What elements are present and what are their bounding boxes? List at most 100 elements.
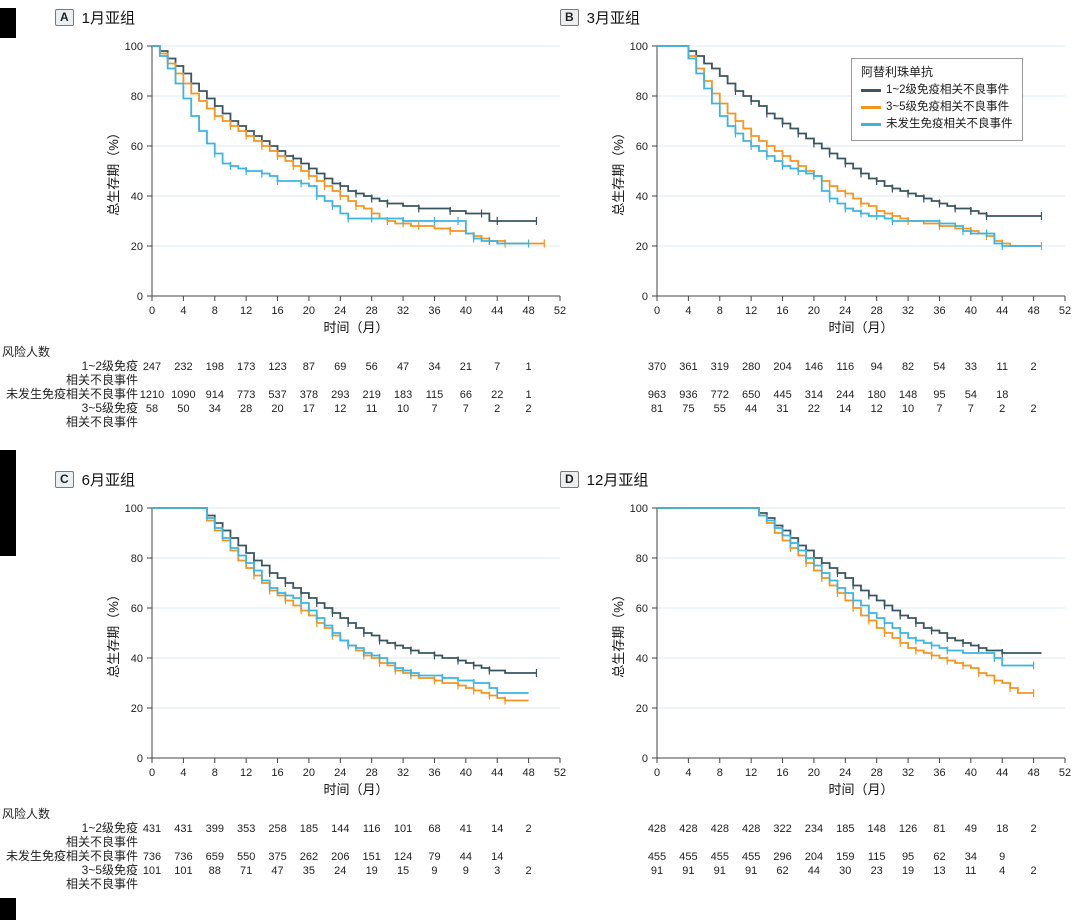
risk-number: 280 (742, 361, 760, 373)
survival-curve (152, 45, 529, 245)
y-tick-label: 40 (131, 653, 143, 665)
y-tick-label: 80 (131, 91, 143, 103)
x-axis-label: 时间（月） (323, 320, 388, 335)
risk-number: 15 (397, 865, 409, 877)
y-axis-label: 总生存期（%） (106, 588, 121, 678)
scan-artifact (0, 898, 16, 920)
risk-number: 12 (334, 403, 346, 415)
risk-number: 58 (146, 403, 158, 415)
x-tick-label: 12 (745, 767, 757, 779)
survival-plot: 0 4 8 12 16 20 24 28 32 36 40 44 48 52020406080100时间（… (611, 41, 1071, 335)
x-tick-label: 4 (180, 305, 186, 317)
risk-number: 10 (397, 403, 409, 415)
risk-number: 736 (143, 851, 161, 863)
risk-number: 146 (805, 361, 823, 373)
x-tick-label: 32 (397, 305, 409, 317)
risk-number: 772 (711, 389, 729, 401)
risk-number: 49 (965, 823, 977, 835)
x-tick-label: 48 (1027, 767, 1039, 779)
risk-number: 185 (300, 823, 318, 835)
x-tick-label: 8 (212, 767, 218, 779)
risk-number: 11 (997, 361, 1008, 373)
risk-number: 95 (933, 389, 945, 401)
risk-number: 12 (871, 403, 883, 415)
y-tick-label: 60 (131, 603, 143, 615)
risk-number: 3 (494, 865, 500, 877)
risk-number: 9 (999, 851, 1005, 863)
x-tick-label: 0 (149, 305, 155, 317)
x-axis-label: 时间（月） (828, 320, 893, 335)
risk-number: 14 (839, 403, 851, 415)
risk-number: 378 (300, 389, 318, 401)
risk-number: 650 (742, 389, 760, 401)
risk-number: 62 (933, 851, 945, 863)
risk-number: 62 (776, 865, 788, 877)
km-panel-d: D 12月亚组 0 4 8 12 16 20 24 28 32 36 40 44 48 52 0 20 40 60… (505, 468, 1080, 900)
y-tick-label: 20 (636, 703, 648, 715)
risk-number: 33 (965, 361, 977, 373)
risk-number: 50 (177, 403, 189, 415)
risk-number: 44 (745, 403, 757, 415)
risk-number: 116 (363, 823, 381, 835)
risk-number: 736 (174, 851, 192, 863)
risk-number: 428 (648, 823, 666, 835)
risk-number: 22 (808, 403, 820, 415)
x-tick-label: 36 (428, 767, 440, 779)
risk-number: 91 (651, 865, 663, 877)
risk-number: 11 (965, 865, 976, 877)
line-swatch-grade12-icon (861, 89, 881, 92)
risk-number: 81 (933, 823, 945, 835)
risk-number: 244 (836, 389, 854, 401)
risk-number: 198 (206, 361, 224, 373)
risk-table-svg: 风险人数1~2级免疫相关不良事件未发生免疫相关不良事件3~5级免疫相关不良事件2… (2, 344, 532, 429)
panel-header: C 6月亚组 (55, 468, 575, 490)
x-tick-label: 24 (334, 305, 346, 317)
risk-number: 35 (303, 865, 315, 877)
risk-header: 风险人数 (2, 806, 50, 821)
x-tick-label: 4 (685, 305, 691, 317)
risk-number: 19 (366, 865, 378, 877)
risk-number: 31 (776, 403, 788, 415)
risk-number: 81 (651, 403, 663, 415)
panel-title: 6月亚组 (81, 471, 136, 489)
risk-number: 173 (237, 361, 255, 373)
risk-number: 1 (526, 389, 532, 401)
y-tick-label: 0 (137, 291, 143, 303)
y-axis-label: 总生存期（%） (611, 588, 626, 678)
risk-number: 659 (206, 851, 224, 863)
x-tick-label: 20 (808, 767, 820, 779)
risk-number: 20 (271, 403, 283, 415)
y-tick-label: 100 (125, 503, 143, 515)
risk-row-label: 未发生免疫相关不良事件 (6, 848, 138, 863)
risk-number: 2 (526, 403, 532, 415)
risk-number: 9 (463, 865, 469, 877)
y-tick-label: 80 (636, 553, 648, 565)
survival-curve (657, 507, 1042, 654)
risk-number: 101 (174, 865, 192, 877)
y-tick-label: 0 (642, 753, 648, 765)
risk-number: 7 (463, 403, 469, 415)
x-tick-label: 24 (839, 767, 851, 779)
x-tick-label: 24 (334, 767, 346, 779)
panel-letter: C (55, 470, 74, 488)
risk-row-label: 相关不良事件 (66, 414, 138, 429)
y-tick-label: 60 (636, 141, 648, 153)
risk-number: 455 (679, 851, 697, 863)
risk-number: 116 (837, 361, 855, 373)
risk-number: 159 (836, 851, 854, 863)
y-tick-label: 0 (137, 753, 143, 765)
x-tick-label: 32 (902, 305, 914, 317)
y-tick-label: 20 (131, 703, 143, 715)
risk-row-label: 3~5级免疫 (82, 400, 138, 415)
risk-number: 370 (648, 361, 666, 373)
risk-number: 455 (742, 851, 760, 863)
risk-number: 34 (428, 361, 440, 373)
panel-header: D 12月亚组 (560, 468, 1080, 490)
risk-number: 399 (206, 823, 224, 835)
x-tick-label: 16 (776, 305, 788, 317)
legend-item-label: 1~2级免疫相关不良事件 (886, 84, 1010, 96)
risk-number: 18 (996, 823, 1008, 835)
legend-item-label: 3~5级免疫相关不良事件 (886, 101, 1010, 113)
km-panel-a: A 1月亚组 0 4 8 12 16 20 24 28 32 36 40 44 48 52 0 20 40 60 8… (0, 6, 575, 438)
legend: 阿替利珠单抗 1~2级免疫相关不良事件 3~5级免疫相关不良事件 未发生免疫相关… (851, 58, 1023, 141)
